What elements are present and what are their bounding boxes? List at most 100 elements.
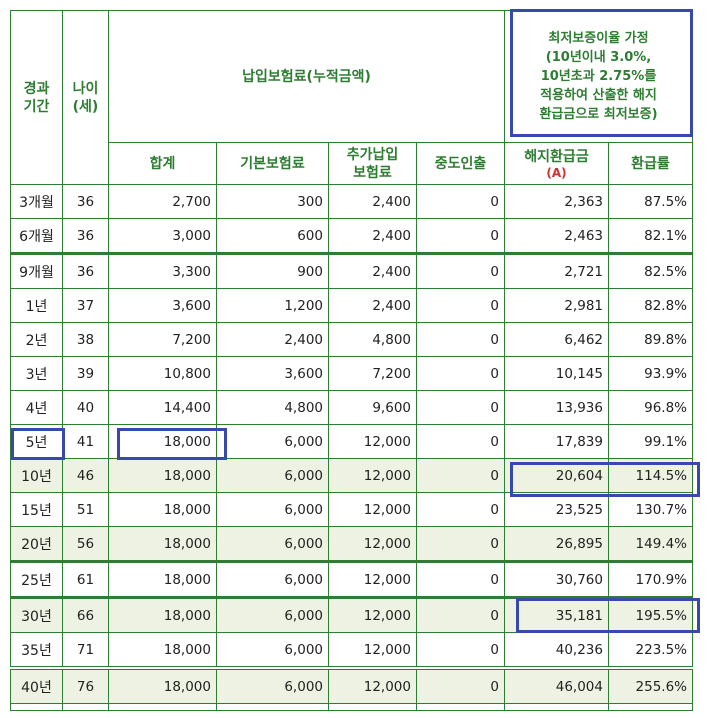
- cell-age: 40: [62, 390, 109, 425]
- cell-rate: 82.1%: [608, 218, 693, 254]
- cell-total: 18,000: [108, 424, 217, 459]
- cell-total: 18,000: [108, 492, 217, 527]
- cell-period: 1년: [10, 288, 63, 323]
- cell-withdrawal: 0: [416, 390, 505, 425]
- cell-surrender: 17,839: [504, 424, 609, 459]
- surrender-value-table-container: 경과 기간 나이 (세) 납입보험료(누적금액) 최저보증이율 가정 (10년이…: [10, 10, 693, 711]
- cell-base: 900: [216, 252, 329, 289]
- cell-age: 56: [62, 526, 109, 562]
- cell-withdrawal: 0: [416, 424, 505, 459]
- cell-partial: [10, 703, 63, 711]
- cell-base: 6,000: [216, 526, 329, 562]
- cell-rate: 89.8%: [608, 322, 693, 357]
- table-row: 4년 40 14,400 4,800 9,600 0 13,936 96.8%: [10, 390, 693, 425]
- cell-rate: 82.8%: [608, 288, 693, 323]
- cell-base: 6,000: [216, 492, 329, 527]
- cell-additional: 12,000: [328, 632, 417, 669]
- table-row: 40년 76 18,000 6,000 12,000 0 46,004 255.…: [10, 666, 693, 704]
- cell-age: 66: [62, 596, 109, 633]
- cell-base: 6,000: [216, 666, 329, 704]
- cell-withdrawal: 0: [416, 666, 505, 704]
- cell-age: 71: [62, 632, 109, 669]
- surrender-value-table: 경과 기간 나이 (세) 납입보험료(누적금액) 최저보증이율 가정 (10년이…: [10, 10, 693, 711]
- cell-period: 5년: [10, 424, 63, 459]
- cell-age: 37: [62, 288, 109, 323]
- cell-age: 36: [62, 252, 109, 289]
- cell-surrender: 2,363: [504, 184, 609, 219]
- cell-partial: [504, 703, 609, 711]
- cell-period: 35년: [10, 632, 63, 669]
- cell-period: 40년: [10, 666, 63, 704]
- header-assumption: 최저보증이율 가정 (10년이내 3.0%, 10년초과 2.75%를 적용하여…: [504, 10, 693, 143]
- cell-withdrawal: 0: [416, 458, 505, 493]
- cell-period: 20년: [10, 526, 63, 562]
- cell-additional: 2,400: [328, 184, 417, 219]
- table-row: 5년 41 18,000 6,000 12,000 0 17,839 99.1%: [10, 424, 693, 459]
- cell-rate: 96.8%: [608, 390, 693, 425]
- cell-rate: 223.5%: [608, 632, 693, 669]
- cell-rate: 195.5%: [608, 596, 693, 633]
- cell-period: 10년: [10, 458, 63, 493]
- cell-age: 76: [62, 666, 109, 704]
- cell-surrender: 35,181: [504, 596, 609, 633]
- cell-age: 36: [62, 218, 109, 254]
- cell-surrender: 20,604: [504, 458, 609, 493]
- table-row: 15년 51 18,000 6,000 12,000 0 23,525 130.…: [10, 492, 693, 527]
- header-elapsed-period: 경과 기간: [10, 10, 63, 185]
- cell-surrender: 6,462: [504, 322, 609, 357]
- cell-total: 18,000: [108, 632, 217, 669]
- cell-period: 25년: [10, 560, 63, 598]
- cell-total: 3,600: [108, 288, 217, 323]
- cell-withdrawal: 0: [416, 632, 505, 669]
- cell-rate: 93.9%: [608, 356, 693, 391]
- cell-base: 6,000: [216, 424, 329, 459]
- cell-additional: 12,000: [328, 526, 417, 562]
- cell-surrender: 26,895: [504, 526, 609, 562]
- cell-rate: 99.1%: [608, 424, 693, 459]
- cell-additional: 2,400: [328, 288, 417, 323]
- cell-additional: 2,400: [328, 252, 417, 289]
- cell-surrender: 40,236: [504, 632, 609, 669]
- cell-partial: [328, 703, 417, 711]
- table-row: 6개월 36 3,000 600 2,400 0 2,463 82.1%: [10, 218, 693, 254]
- cell-period: 2년: [10, 322, 63, 357]
- cell-surrender: 10,145: [504, 356, 609, 391]
- header-refund-rate: 환급률: [608, 142, 693, 185]
- cell-withdrawal: 0: [416, 492, 505, 527]
- header-surrender-label: 해지환급금: [524, 148, 589, 165]
- cell-age: 41: [62, 424, 109, 459]
- cell-rate: 170.9%: [608, 560, 693, 598]
- cell-total: 3,000: [108, 218, 217, 254]
- header-premium-group: 납입보험료(누적금액): [108, 10, 505, 143]
- cell-base: 1,200: [216, 288, 329, 323]
- cell-total: 18,000: [108, 458, 217, 493]
- cell-surrender: 46,004: [504, 666, 609, 704]
- table-row: 20년 56 18,000 6,000 12,000 0 26,895 149.…: [10, 526, 693, 562]
- cell-base: 300: [216, 184, 329, 219]
- cell-additional: 4,800: [328, 322, 417, 357]
- table-row: 3년 39 10,800 3,600 7,200 0 10,145 93.9%: [10, 356, 693, 391]
- cell-period: 3개월: [10, 184, 63, 219]
- cell-period: 9개월: [10, 252, 63, 289]
- cell-partial: [608, 703, 693, 711]
- cell-total: 10,800: [108, 356, 217, 391]
- cell-surrender: 13,936: [504, 390, 609, 425]
- cell-total: 14,400: [108, 390, 217, 425]
- table-row: 2년 38 7,200 2,400 4,800 0 6,462 89.8%: [10, 322, 693, 357]
- cell-base: 6,000: [216, 458, 329, 493]
- table-row: 3개월 36 2,700 300 2,400 0 2,363 87.5%: [10, 184, 693, 219]
- cell-partial: [62, 703, 109, 711]
- cell-additional: 2,400: [328, 218, 417, 254]
- cell-withdrawal: 0: [416, 526, 505, 562]
- cell-base: 2,400: [216, 322, 329, 357]
- cell-rate: 255.6%: [608, 666, 693, 704]
- cell-surrender: 2,981: [504, 288, 609, 323]
- cell-additional: 12,000: [328, 666, 417, 704]
- cell-withdrawal: 0: [416, 252, 505, 289]
- table-row-partial: [10, 703, 693, 711]
- table-row: 1년 37 3,600 1,200 2,400 0 2,981 82.8%: [10, 288, 693, 323]
- cell-age: 36: [62, 184, 109, 219]
- cell-age: 39: [62, 356, 109, 391]
- cell-age: 51: [62, 492, 109, 527]
- cell-withdrawal: 0: [416, 322, 505, 357]
